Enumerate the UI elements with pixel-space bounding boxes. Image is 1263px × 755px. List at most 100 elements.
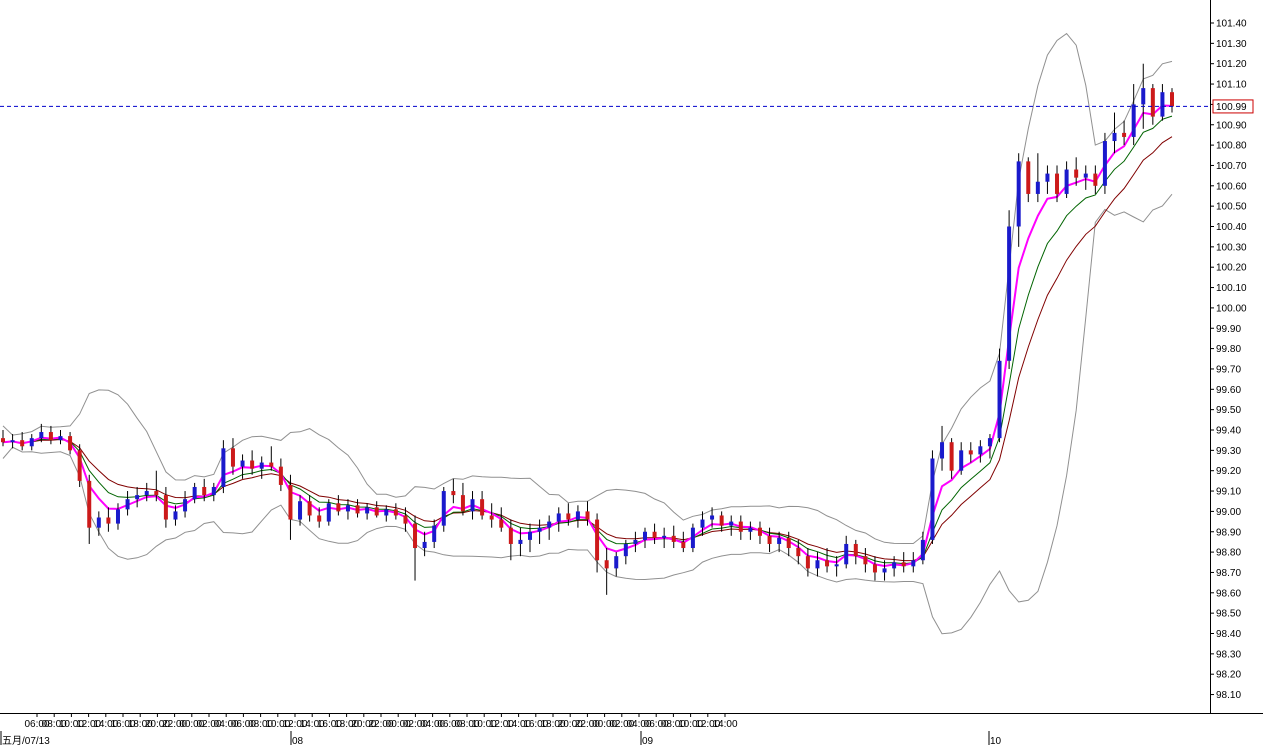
candle bbox=[451, 478, 456, 504]
candle-body bbox=[585, 511, 590, 520]
candle-body bbox=[968, 450, 973, 455]
candle bbox=[1016, 153, 1021, 247]
x-tick-label: 16:00 bbox=[317, 719, 342, 730]
candle bbox=[518, 527, 523, 557]
candle bbox=[738, 515, 743, 540]
candle-body bbox=[403, 515, 408, 524]
candle bbox=[940, 425, 945, 471]
candle-body bbox=[834, 564, 839, 567]
candle-body bbox=[710, 515, 715, 520]
candle bbox=[528, 523, 533, 553]
candle bbox=[393, 503, 398, 520]
candle bbox=[183, 491, 188, 518]
candle-body bbox=[623, 543, 628, 557]
x-tick-label: 14:00 bbox=[300, 719, 325, 730]
y-tick-label: 100.20 bbox=[1216, 263, 1247, 274]
candle-body bbox=[413, 523, 418, 549]
candle-body bbox=[269, 462, 274, 467]
candle-body bbox=[163, 495, 168, 520]
candle bbox=[748, 521, 753, 540]
candle bbox=[470, 491, 475, 520]
candle-body bbox=[173, 511, 178, 520]
candle bbox=[326, 499, 331, 526]
candle-body bbox=[259, 462, 264, 469]
candle-body bbox=[250, 460, 255, 469]
candle bbox=[115, 503, 120, 530]
candle-body bbox=[384, 509, 389, 516]
candle bbox=[39, 423, 44, 443]
candle bbox=[278, 458, 283, 492]
x-tick-label: 06:00 bbox=[644, 719, 669, 730]
y-tick-label: 100.10 bbox=[1216, 283, 1247, 294]
candle-body bbox=[748, 527, 753, 532]
candle bbox=[317, 507, 322, 528]
candle bbox=[345, 499, 350, 520]
candle bbox=[336, 495, 341, 516]
candle-body bbox=[1150, 88, 1155, 117]
x-tick-label: 10:00 bbox=[472, 719, 497, 730]
x-tick-label: 02:00 bbox=[403, 719, 428, 730]
candle-body bbox=[777, 537, 782, 544]
candle-body bbox=[221, 448, 226, 487]
candle bbox=[777, 531, 782, 553]
y-tick-label: 101.40 bbox=[1216, 19, 1247, 30]
candle bbox=[480, 491, 485, 520]
candle-body bbox=[997, 360, 1002, 439]
x-tick-label: 08:00 bbox=[454, 719, 479, 730]
candle bbox=[1122, 120, 1127, 146]
candle-body bbox=[528, 531, 533, 540]
candle bbox=[805, 548, 810, 577]
candle-body bbox=[940, 442, 945, 459]
candle-body bbox=[29, 438, 34, 447]
y-tick-label: 98.20 bbox=[1216, 670, 1241, 681]
candle-body bbox=[1, 438, 5, 443]
candle-body bbox=[566, 513, 571, 520]
candle-body bbox=[729, 521, 734, 526]
y-tick-label: 98.10 bbox=[1216, 690, 1241, 701]
candle-body bbox=[1083, 173, 1088, 178]
candle bbox=[1131, 84, 1136, 146]
candle-body bbox=[518, 539, 523, 544]
candle bbox=[144, 482, 149, 502]
x-tick-label: 12:00 bbox=[489, 719, 514, 730]
y-tick-label: 101.20 bbox=[1216, 59, 1247, 70]
candle-body bbox=[1007, 226, 1012, 361]
candle-body bbox=[480, 499, 485, 516]
x-tick-label: 20:00 bbox=[351, 719, 376, 730]
candle bbox=[1035, 153, 1040, 203]
x-tick-label: 08:00 bbox=[42, 719, 67, 730]
y-tick-label: 99.60 bbox=[1216, 385, 1241, 396]
candle bbox=[997, 348, 1002, 443]
candle bbox=[978, 440, 983, 463]
candle bbox=[1083, 165, 1088, 190]
candle bbox=[652, 523, 657, 544]
candle bbox=[288, 474, 293, 540]
y-tick-label: 98.70 bbox=[1216, 568, 1241, 579]
candle-body bbox=[106, 517, 111, 524]
x-tick-label: 00:00 bbox=[179, 719, 204, 730]
y-tick-label: 100.00 bbox=[1216, 303, 1247, 314]
candle-body bbox=[614, 556, 619, 569]
x-tick-label: 10:00 bbox=[59, 719, 84, 730]
candle-body bbox=[633, 539, 638, 544]
candle bbox=[1074, 157, 1079, 186]
candle-body bbox=[144, 491, 149, 496]
candle-body bbox=[10, 440, 15, 443]
candle-body bbox=[805, 556, 810, 569]
candle bbox=[642, 527, 647, 549]
candle bbox=[87, 474, 92, 544]
candle-body bbox=[298, 501, 303, 520]
candle bbox=[211, 482, 216, 502]
candle-body bbox=[183, 499, 188, 512]
candle-body bbox=[230, 448, 235, 467]
candle bbox=[949, 438, 954, 479]
y-tick-label: 99.40 bbox=[1216, 426, 1241, 437]
candle-body bbox=[1055, 173, 1060, 194]
candle-body bbox=[1131, 104, 1136, 137]
candle-body bbox=[39, 432, 44, 439]
candle-body bbox=[642, 531, 647, 540]
candle bbox=[604, 548, 609, 595]
x-tick-label: 08:00 bbox=[661, 719, 686, 730]
candle-body bbox=[355, 505, 360, 514]
candle-body bbox=[690, 527, 695, 549]
